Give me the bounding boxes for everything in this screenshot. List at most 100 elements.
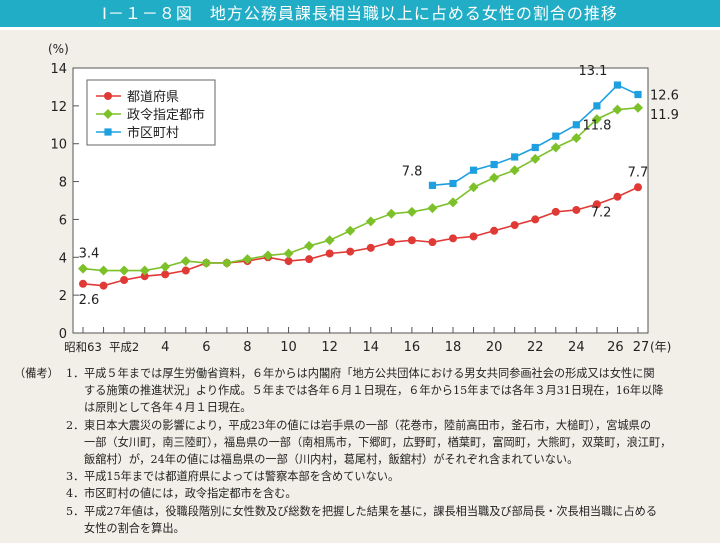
note-line: 飯舘村）が，24年の値には福島県の一部（川内村，葛尾村，飯舘村）がそれぞれ含まれ… <box>84 453 579 467</box>
note-head <box>14 485 66 502</box>
data-label: 7.8 <box>402 164 423 179</box>
y-tick-label: 12 <box>50 100 67 115</box>
data-point <box>345 225 356 236</box>
data-point <box>612 104 623 115</box>
data-point <box>365 216 376 227</box>
note-number: 3． <box>66 470 85 484</box>
data-point <box>139 265 150 276</box>
data-point <box>284 257 293 266</box>
data-point <box>511 153 519 161</box>
data-point <box>613 81 622 89</box>
x-tick-label: 8 <box>243 340 251 355</box>
y-tick-label: 8 <box>59 176 67 191</box>
data-point <box>79 279 87 288</box>
data-point <box>591 114 602 125</box>
x-tick-label: 10 <box>280 340 297 355</box>
data-point <box>201 257 212 268</box>
y-tick-label: 14 <box>50 62 67 77</box>
data-point <box>428 238 437 247</box>
x-tick-label: 24 <box>568 340 585 355</box>
x-axis-unit: (年) <box>650 340 671 354</box>
note-text: 東日本大震災の影響により，平成23年の値には岩手県の一部（花巻市，陸前高田市，釜… <box>84 417 714 469</box>
data-point <box>324 235 335 246</box>
x-tick-label: 6 <box>202 340 210 355</box>
data-point <box>469 166 478 174</box>
data-point <box>551 207 560 216</box>
x-tick-label: 22 <box>527 340 544 355</box>
data-point <box>572 121 580 129</box>
note-number: 1． <box>66 367 85 380</box>
legend-label: 都道府県 <box>127 90 179 105</box>
data-point <box>634 90 642 99</box>
data-point <box>304 240 315 251</box>
data-point <box>571 133 582 144</box>
data-point <box>263 250 273 261</box>
note-head <box>14 468 66 485</box>
x-tick-label: 20 <box>486 340 503 355</box>
note-head <box>14 417 66 469</box>
note-head <box>14 503 66 537</box>
data-point <box>221 257 232 268</box>
data-point <box>468 182 479 193</box>
data-point <box>531 215 540 224</box>
note-number: 5． <box>66 504 85 518</box>
data-label: 3.4 <box>79 247 100 262</box>
legend-marker <box>104 92 112 100</box>
data-point <box>140 272 149 281</box>
y-tick-label: 6 <box>59 213 67 228</box>
note-item: 5． 平成27年値は，役職段階別に女性数及び総数を把握した結果を基に，課長相当職及… <box>14 503 714 537</box>
data-point <box>428 181 437 189</box>
data-point <box>550 142 561 153</box>
data-point <box>161 270 170 279</box>
x-tick-label: 12 <box>321 340 338 355</box>
series-line-1 <box>82 106 639 272</box>
data-point <box>592 200 601 209</box>
data-point <box>489 172 500 183</box>
note-line: する施策の推進状況」より作成。５年までは各年６月１日現在，６年から15年までは各… <box>84 384 664 398</box>
note-item: 2． 東日本大震災の影響により，平成23年の値には岩手県の一部（花巻市，陸前高田市… <box>14 417 714 469</box>
data-point <box>387 238 396 247</box>
x-tick-label: 昭和63 <box>64 340 102 354</box>
data-point <box>510 221 519 230</box>
data-label: 12.6 <box>650 89 679 104</box>
note-line: 平成27年値は，役職段階別に女性数及び総数を把握した結果を基に，課長相当職及び部… <box>84 504 658 518</box>
y-tick-label: 2 <box>59 289 67 304</box>
data-point <box>531 143 539 152</box>
x-tick-label: 18 <box>445 340 462 355</box>
data-point <box>552 132 560 140</box>
data-point <box>366 243 375 252</box>
data-point <box>490 160 498 169</box>
data-point <box>180 256 191 267</box>
data-point <box>283 248 294 259</box>
note-item: 4． 市区町村の値には，政令指定都市を含む。 <box>14 485 714 502</box>
data-point <box>490 226 499 235</box>
y-axis-unit: (%) <box>48 42 69 56</box>
x-tick-label: 27 <box>633 340 650 355</box>
note-item: 3． 平成15年までは都道府県によっては警察本部を含めていない。 <box>14 468 714 485</box>
data-point <box>407 236 416 245</box>
data-point <box>469 232 478 241</box>
legend-marker <box>104 128 112 136</box>
note-line: 平成５年までは厚生労働省資料，６年からは内閣府「地方公共団体における男女共同参画… <box>84 367 655 380</box>
note-text: 平成15年までは都道府県によっては警察本部を含めていない。 <box>84 468 714 485</box>
y-tick-label: 10 <box>50 138 67 153</box>
note-line: 市区町村の値には，政令指定都市を含む。 <box>84 487 297 501</box>
x-tick-label: 平成2 <box>109 340 139 354</box>
legend-label: 政令指定都市 <box>127 107 205 123</box>
data-label: 7.7 <box>628 165 649 180</box>
data-label: 2.6 <box>79 293 100 308</box>
data-point <box>449 179 457 188</box>
note-number: 4． <box>66 487 85 501</box>
figure-title: Ⅰ－１－８図 地方公務員課長相当職以上に占める女性の割合の推移 <box>0 0 720 27</box>
data-point <box>119 265 130 276</box>
divider <box>0 27 720 30</box>
legend-label: 市区町村 <box>127 125 179 141</box>
note-text: 平成５年までは厚生労働省資料，６年からは内閣府「地方公共団体における男女共同参画… <box>84 365 714 417</box>
data-point <box>633 102 643 113</box>
note-line: 東日本大震災の影響により，平成23年の値には岩手県の一部（花巻市，陸前高田市，釜… <box>84 418 652 432</box>
data-point <box>448 197 458 208</box>
note-number: 2． <box>66 418 85 432</box>
data-point <box>634 183 642 192</box>
x-tick-label: 16 <box>404 340 421 355</box>
